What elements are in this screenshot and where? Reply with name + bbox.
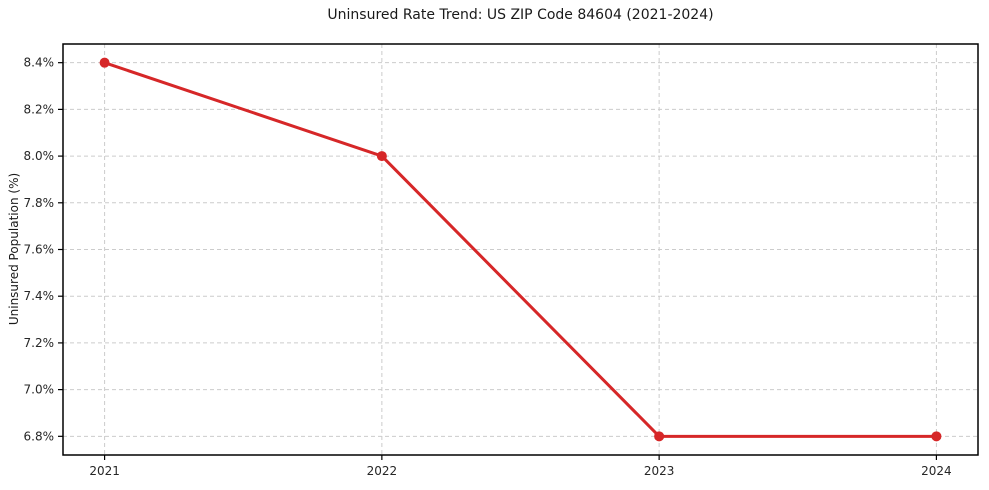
data-point: [376, 151, 387, 162]
x-tick-label: 2024: [921, 464, 952, 478]
plot-border: [62, 43, 979, 456]
x-tick-label: 2022: [367, 464, 398, 478]
trend-line: [103, 61, 938, 438]
y-tick-label: 8.4%: [24, 56, 55, 70]
y-tick-label: 6.8%: [24, 429, 55, 443]
y-tick-label: 7.8%: [24, 196, 55, 210]
data-point: [99, 57, 110, 68]
y-tick-label: 8.2%: [24, 102, 55, 116]
y-tick-label: 7.4%: [24, 289, 55, 303]
y-tick-label: 7.0%: [24, 383, 55, 397]
x-tick-label: 2023: [644, 464, 675, 478]
y-tick-label: 7.6%: [24, 243, 55, 257]
x-tick-label: 2021: [89, 464, 120, 478]
data-point: [931, 431, 942, 442]
y-tick-label: 7.2%: [24, 336, 55, 350]
chart-title: Uninsured Rate Trend: US ZIP Code 84604 …: [327, 7, 714, 23]
data-point: [654, 431, 665, 442]
y-tick-label: 8.0%: [24, 149, 55, 163]
